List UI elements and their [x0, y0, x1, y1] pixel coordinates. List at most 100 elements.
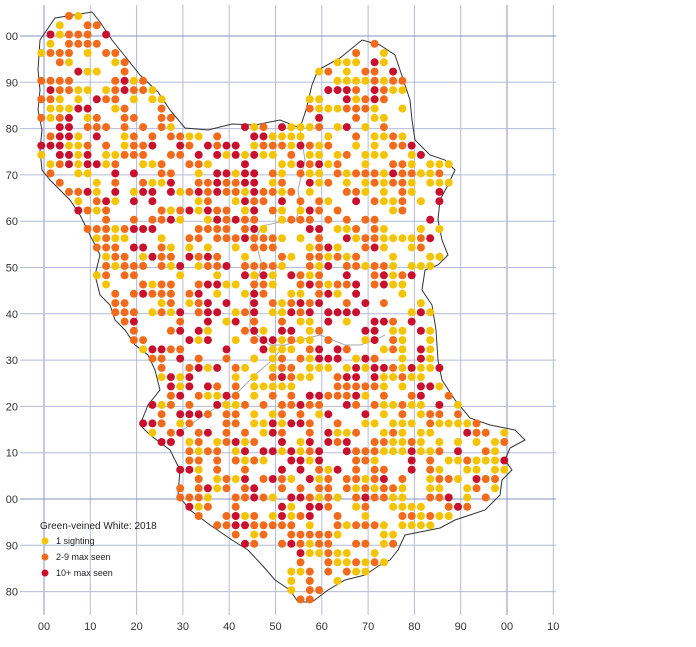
record-dot: [296, 456, 305, 465]
record-dot: [370, 234, 379, 243]
record-dot: [361, 456, 370, 465]
record-dot: [352, 262, 361, 270]
record-dot: [444, 456, 453, 465]
record-dot: [241, 271, 249, 280]
record-dot: [444, 502, 453, 511]
record-dot: [259, 234, 268, 243]
record-dot: [370, 271, 379, 280]
record-dot: [287, 567, 296, 576]
record-dot: [278, 521, 286, 530]
record-dot: [342, 317, 351, 326]
record-dot: [389, 76, 398, 85]
record-dot: [111, 225, 120, 233]
record-dot: [111, 76, 120, 85]
record-dot: [157, 113, 166, 122]
record-dot: [416, 400, 425, 409]
record-dot: [231, 234, 240, 243]
record-dot: [148, 178, 157, 187]
record-dot: [342, 123, 351, 132]
record-dot: [315, 225, 324, 233]
record-dot: [315, 67, 324, 76]
record-dot: [333, 289, 342, 298]
record-dot: [278, 428, 286, 437]
record-dot: [166, 187, 175, 196]
record-dot: [398, 336, 407, 345]
record-dot: [65, 76, 73, 85]
record-dot: [166, 299, 175, 308]
record-dot: [361, 104, 370, 113]
record-dot: [92, 225, 101, 233]
record-dot: [111, 86, 120, 95]
record-dot: [315, 484, 324, 493]
record-dot: [333, 308, 342, 317]
record-dot: [278, 400, 286, 409]
record-dot: [296, 141, 305, 150]
record-dot: [416, 521, 425, 530]
record-dot: [241, 289, 249, 298]
record-dot: [268, 475, 277, 483]
record-dot: [333, 354, 342, 363]
record-dot: [55, 123, 64, 132]
record-dot: [231, 178, 240, 187]
record-dot: [333, 419, 342, 428]
record-dot: [491, 438, 499, 446]
record-dot: [231, 382, 240, 391]
record-dot: [435, 363, 444, 372]
record-dot: [46, 169, 55, 178]
record-dot: [120, 104, 129, 113]
record-dot: [379, 262, 388, 270]
record-dot: [370, 456, 379, 465]
record-dot: [55, 141, 64, 150]
record-dot: [454, 410, 462, 419]
record-dot: [342, 558, 351, 567]
record-dot: [213, 308, 222, 317]
record-dot: [361, 262, 370, 270]
x-axis-label: 00: [38, 621, 50, 633]
record-dot: [352, 252, 361, 261]
record-dot: [379, 169, 388, 178]
record-dot: [139, 150, 148, 159]
record-dot: [250, 141, 259, 150]
record-dot: [157, 178, 166, 187]
record-dot: [342, 178, 351, 187]
record-dot: [185, 160, 194, 169]
record-dot: [250, 419, 259, 428]
record-dot: [342, 104, 351, 113]
record-dot: [426, 447, 435, 456]
record-dot: [194, 262, 203, 270]
record-dot: [342, 400, 351, 409]
record-dot: [176, 345, 185, 354]
record-dot: [203, 252, 212, 261]
record-dot: [194, 169, 203, 178]
record-dot: [407, 150, 416, 159]
y-axis-label: 50: [6, 263, 18, 275]
record-dot: [176, 354, 185, 363]
y-axis-label: 80: [6, 587, 18, 599]
record-dot: [241, 475, 249, 483]
record-dot: [194, 391, 203, 400]
record-dot: [176, 419, 185, 428]
record-dot: [361, 178, 370, 187]
record-dot: [259, 400, 268, 409]
record-dot: [241, 326, 249, 335]
record-dot: [333, 512, 342, 520]
record-dot: [287, 576, 296, 585]
record-dot: [278, 363, 286, 372]
record-dot: [500, 456, 509, 465]
record-dot: [324, 428, 333, 437]
record-dot: [231, 400, 240, 409]
record-dot: [203, 187, 212, 196]
record-dot: [333, 76, 342, 85]
record-dot: [305, 252, 314, 261]
record-dot: [231, 419, 240, 428]
record-dot: [472, 475, 481, 483]
record-dot: [352, 49, 361, 57]
record-dot: [129, 113, 138, 122]
record-dot: [213, 150, 222, 159]
record-dot: [296, 317, 305, 326]
record-dot: [213, 178, 222, 187]
record-dot: [241, 234, 249, 243]
record-dot: [398, 447, 407, 456]
record-dot: [296, 410, 305, 419]
record-dot: [166, 206, 175, 215]
